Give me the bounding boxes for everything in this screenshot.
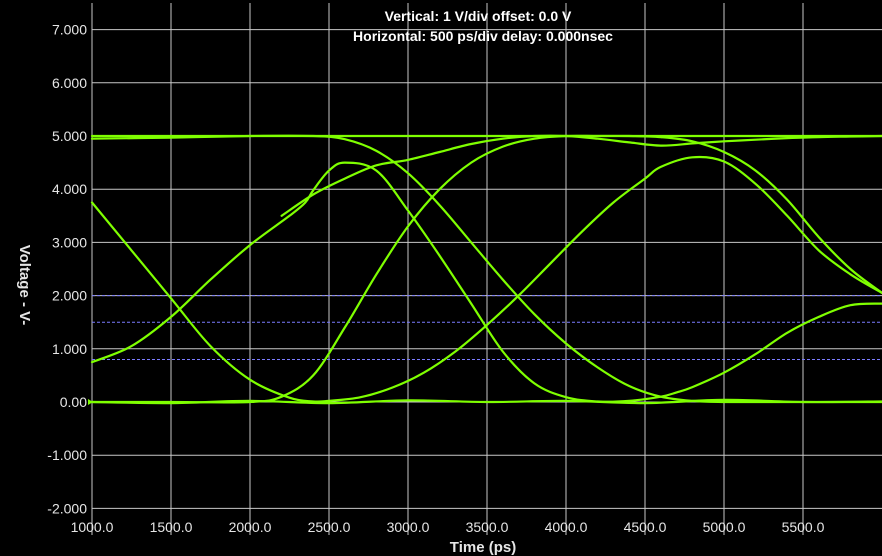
ground-arrow-icon <box>88 399 93 405</box>
x-tick-label: 1000.0 <box>71 519 114 535</box>
y-tick-label: 1.000 <box>52 341 87 357</box>
y-tick-label: 2.000 <box>52 288 87 304</box>
y-tick-label: 6.000 <box>52 75 87 91</box>
y-tick-label: -2.000 <box>47 500 87 516</box>
x-tick-label: 3500.0 <box>466 519 509 535</box>
waveform-trace <box>90 155 882 403</box>
y-tick-label: 0.00 <box>60 394 87 410</box>
x-tick-label: 4500.0 <box>624 519 667 535</box>
x-tick-label: 4000.0 <box>545 519 588 535</box>
x-tick-label: 2000.0 <box>229 519 272 535</box>
x-tick-label: 2500.0 <box>308 519 351 535</box>
y-axis-label: Voltage - V- <box>16 245 33 326</box>
vertical-scale-header: Vertical: 1 V/div offset: 0.0 V <box>385 8 572 24</box>
waveform-traces <box>90 134 882 405</box>
y-tick-label: 3.000 <box>52 234 87 250</box>
y-tick-labels: 7.000 6.000 5.000 4.000 3.000 2.000 1.000 0.00 -… <box>47 22 87 517</box>
waveform-trace <box>90 134 882 404</box>
waveform-trace <box>90 161 882 403</box>
waveform-trace <box>90 398 882 405</box>
x-axis-label: Time (ps) <box>450 539 516 556</box>
x-tick-label: 5000.0 <box>703 519 746 535</box>
y-tick-label: 4.000 <box>52 181 87 197</box>
x-tick-label: 3000.0 <box>387 519 430 535</box>
y-tick-label: -1.000 <box>47 447 87 463</box>
horizontal-scale-header: Horizontal: 500 ps/div delay: 0.000nsec <box>353 28 613 44</box>
x-tick-label: 5500.0 <box>782 519 825 535</box>
ground-marker <box>88 399 93 405</box>
x-tick-label: 1500.0 <box>150 519 193 535</box>
x-tick-labels: 1000.0 1500.0 2000.0 2500.0 3000.0 3500.0 4000… <box>71 519 825 535</box>
y-tick-label: 7.000 <box>52 22 87 38</box>
y-tick-label: 5.000 <box>52 128 87 144</box>
